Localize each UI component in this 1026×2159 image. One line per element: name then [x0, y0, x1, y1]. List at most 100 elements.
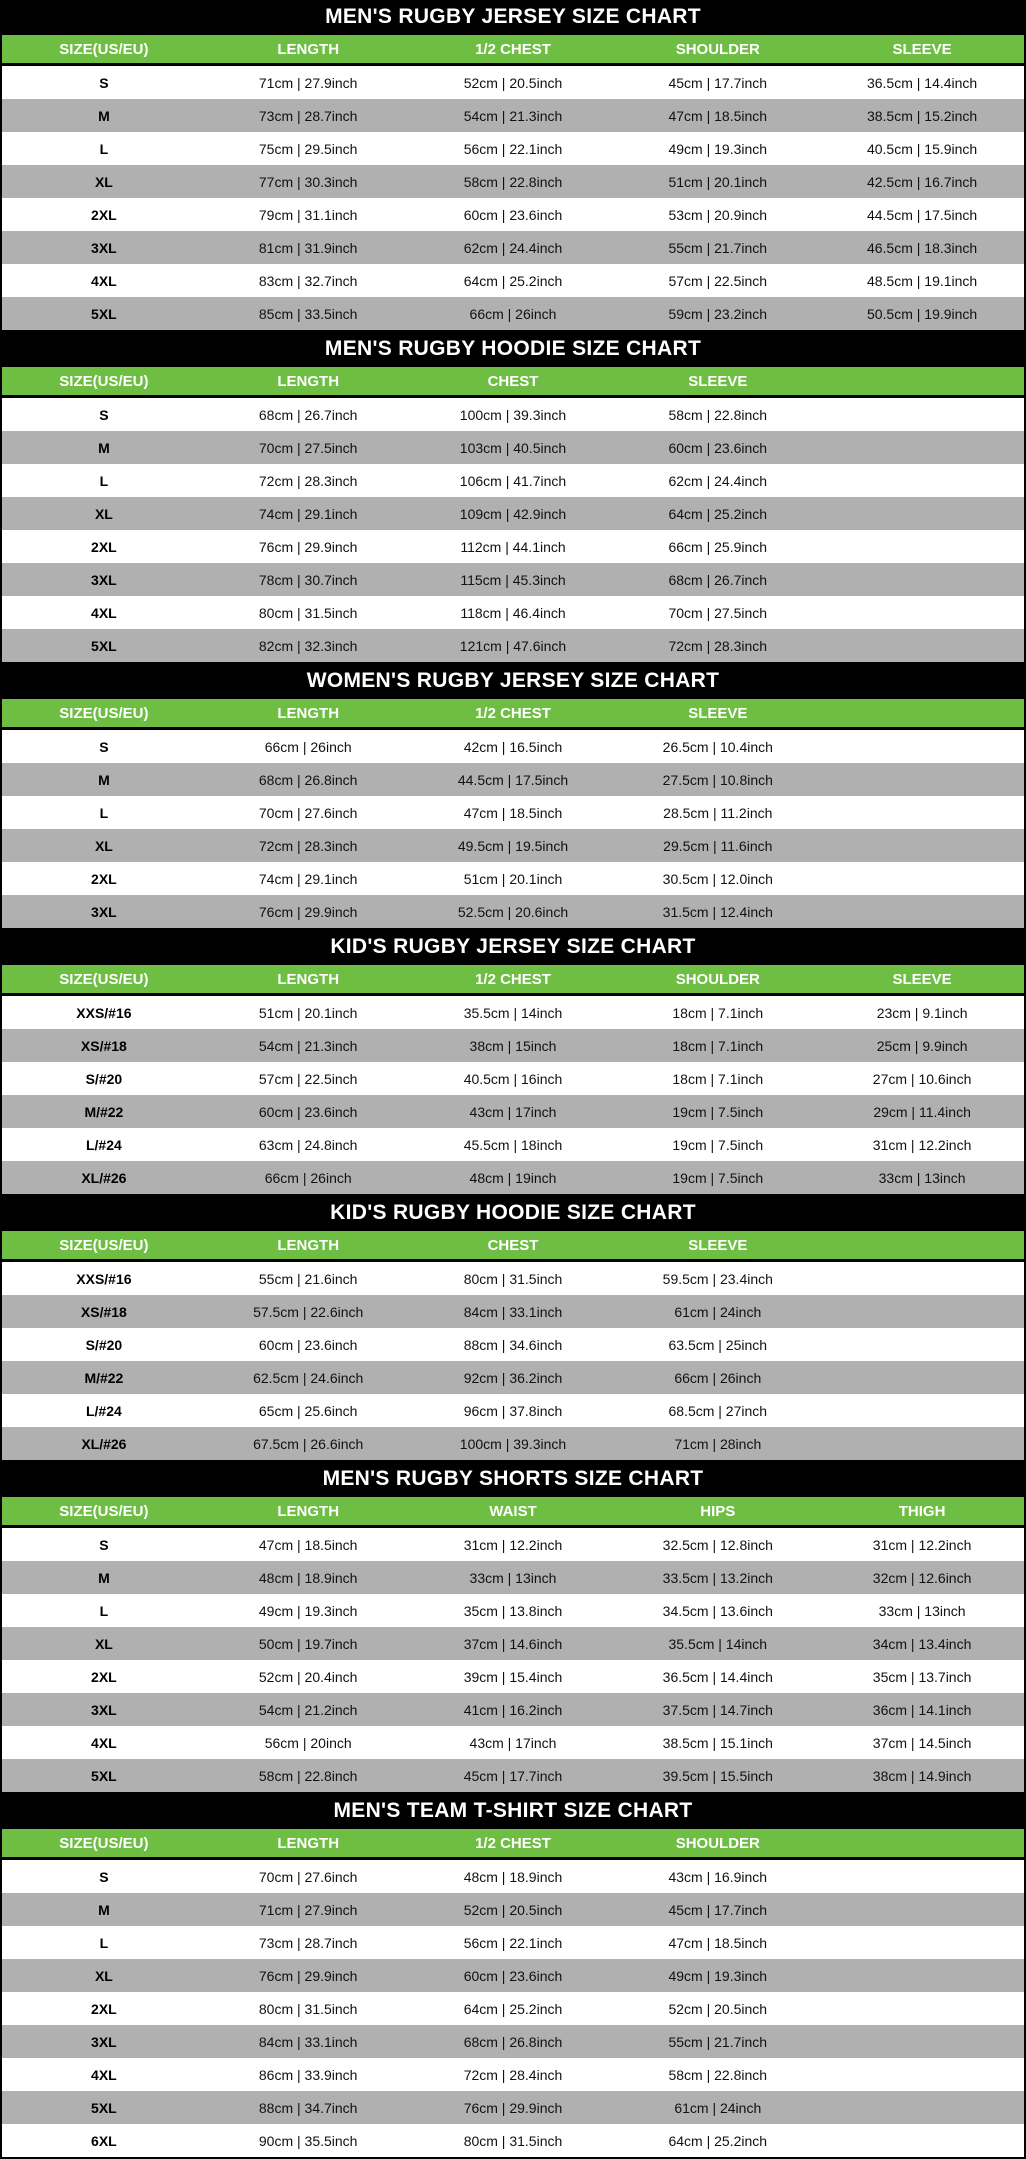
measurement-cell [820, 563, 1025, 596]
measurement-cell: 38.5cm | 15.2inch [820, 99, 1025, 132]
size-cell: XL [1, 165, 206, 198]
size-cell: M [1, 431, 206, 464]
measurement-cell: 38cm | 14.9inch [820, 1759, 1025, 1793]
measurement-cell: 47cm | 18.5inch [205, 1526, 411, 1561]
measurement-cell: 74cm | 29.1inch [205, 497, 411, 530]
column-header: SIZE(US/EU) [1, 365, 206, 398]
measurement-cell: 47cm | 18.5inch [615, 1926, 821, 1959]
table-row: M 68cm | 26.8inch 44.5cm | 17.5inch 27.5cm … [1, 763, 1025, 796]
column-header: LENGTH [205, 697, 411, 730]
measurement-cell: 68cm | 26.7inch [205, 396, 411, 431]
measurement-cell: 19cm | 7.5inch [615, 1161, 821, 1195]
measurement-cell: 29.5cm | 11.6inch [615, 829, 821, 862]
column-header: SLEEVE [820, 963, 1025, 996]
size-chart-table: MEN'S RUGBY HOODIE SIZE CHART SIZE(US/EU)… [0, 332, 1026, 664]
measurement-cell: 76cm | 29.9inch [205, 530, 411, 563]
measurement-cell: 42cm | 16.5inch [410, 728, 616, 763]
measurement-cell: 63cm | 24.8inch [205, 1128, 411, 1161]
measurement-cell [820, 728, 1025, 763]
table-row: M/#22 62.5cm | 24.6inch 92cm | 36.2inch 66c… [1, 1361, 1025, 1394]
size-table: SIZE(US/EU) LENGTH 1/2 CHEST SHOULDER SLEEVE… [0, 963, 1026, 1196]
column-header [820, 1827, 1025, 1860]
measurement-cell: 70cm | 27.5inch [205, 431, 411, 464]
size-cell: 2XL [1, 198, 206, 231]
column-header: LENGTH [205, 1827, 411, 1860]
column-header: SHOULDER [615, 33, 821, 66]
measurement-cell: 18cm | 7.1inch [615, 994, 821, 1029]
table-row: 3XL 76cm | 29.9inch 52.5cm | 20.6inch 31.5c… [1, 895, 1025, 929]
column-header: SHOULDER [615, 1827, 821, 1860]
measurement-cell [820, 2091, 1025, 2124]
table-row: 2XL 74cm | 29.1inch 51cm | 20.1inch 30.5cm … [1, 862, 1025, 895]
table-row: L 75cm | 29.5inch 56cm | 22.1inch 49cm | 19… [1, 132, 1025, 165]
measurement-cell: 71cm | 27.9inch [205, 1893, 411, 1926]
measurement-cell: 60cm | 23.6inch [205, 1095, 411, 1128]
measurement-cell: 61cm | 24inch [615, 2091, 821, 2124]
column-header [820, 697, 1025, 730]
measurement-cell: 52.5cm | 20.6inch [410, 895, 616, 929]
measurement-cell: 86cm | 33.9inch [205, 2058, 411, 2091]
table-row: M 48cm | 18.9inch 33cm | 13inch 33.5cm | 13… [1, 1561, 1025, 1594]
size-cell: XXS/#16 [1, 1260, 206, 1295]
header-row: SIZE(US/EU) LENGTH WAIST HIPS THIGH [1, 1495, 1025, 1528]
table-row: 2XL 79cm | 31.1inch 60cm | 23.6inch 53cm | … [1, 198, 1025, 231]
table-row: L/#24 63cm | 24.8inch 45.5cm | 18inch 19cm … [1, 1128, 1025, 1161]
size-cell: 3XL [1, 2025, 206, 2058]
measurement-cell: 57cm | 22.5inch [615, 264, 821, 297]
measurement-cell [820, 1394, 1025, 1427]
column-header: HIPS [615, 1495, 821, 1528]
measurement-cell: 42.5cm | 16.7inch [820, 165, 1025, 198]
table-title: MEN'S RUGBY SHORTS SIZE CHART [0, 1462, 1026, 1495]
measurement-cell: 48.5cm | 19.1inch [820, 264, 1025, 297]
size-cell: XL [1, 497, 206, 530]
table-title: WOMEN'S RUGBY JERSEY SIZE CHART [0, 664, 1026, 697]
measurement-cell: 66cm | 26inch [410, 297, 616, 331]
measurement-cell: 55cm | 21.7inch [615, 231, 821, 264]
size-table: SIZE(US/EU) LENGTH 1/2 CHEST SHOULDER SLEEVE… [0, 33, 1026, 332]
measurement-cell: 61cm | 24inch [615, 1295, 821, 1328]
measurement-cell: 49cm | 19.3inch [615, 132, 821, 165]
measurement-cell [820, 596, 1025, 629]
measurement-cell: 80cm | 31.5inch [205, 596, 411, 629]
measurement-cell: 38.5cm | 15.1inch [615, 1726, 821, 1759]
measurement-cell: 68cm | 26.8inch [205, 763, 411, 796]
size-table: SIZE(US/EU) LENGTH 1/2 CHEST SHOULDER S 70cm … [0, 1827, 1026, 2159]
size-cell: 6XL [1, 2124, 206, 2158]
measurement-cell: 51cm | 20.1inch [615, 165, 821, 198]
measurement-cell: 49.5cm | 19.5inch [410, 829, 616, 862]
size-cell: S/#20 [1, 1062, 206, 1095]
measurement-cell: 45cm | 17.7inch [410, 1759, 616, 1793]
column-header: LENGTH [205, 963, 411, 996]
measurement-cell: 66cm | 25.9inch [615, 530, 821, 563]
measurement-cell: 36cm | 14.1inch [820, 1693, 1025, 1726]
column-header: SIZE(US/EU) [1, 963, 206, 996]
header-row: SIZE(US/EU) LENGTH CHEST SLEEVE [1, 365, 1025, 398]
table-row: 5XL 85cm | 33.5inch 66cm | 26inch 59cm | 23… [1, 297, 1025, 331]
table-title: KID'S RUGBY HOODIE SIZE CHART [0, 1196, 1026, 1229]
measurement-cell: 31cm | 12.2inch [820, 1128, 1025, 1161]
measurement-cell: 64cm | 25.2inch [615, 2124, 821, 2158]
measurement-cell [820, 2058, 1025, 2091]
measurement-cell: 81cm | 31.9inch [205, 231, 411, 264]
measurement-cell [820, 796, 1025, 829]
size-cell: XL [1, 829, 206, 862]
size-cell: 4XL [1, 2058, 206, 2091]
size-cell: L [1, 1926, 206, 1959]
measurement-cell: 52cm | 20.5inch [410, 1893, 616, 1926]
measurement-cell [820, 1959, 1025, 1992]
measurement-cell: 56cm | 22.1inch [410, 1926, 616, 1959]
size-cell: XL/#26 [1, 1427, 206, 1461]
measurement-cell [820, 1893, 1025, 1926]
measurement-cell: 53cm | 20.9inch [615, 198, 821, 231]
size-table: SIZE(US/EU) LENGTH 1/2 CHEST SLEEVE S 66cm | … [0, 697, 1026, 930]
measurement-cell: 38cm | 15inch [410, 1029, 616, 1062]
column-header: LENGTH [205, 33, 411, 66]
measurement-cell: 100cm | 39.3inch [410, 1427, 616, 1461]
measurement-cell: 39cm | 15.4inch [410, 1660, 616, 1693]
size-cell: XS/#18 [1, 1029, 206, 1062]
column-header: SIZE(US/EU) [1, 697, 206, 730]
column-header [820, 1229, 1025, 1262]
measurement-cell: 31.5cm | 12.4inch [615, 895, 821, 929]
size-cell: L/#24 [1, 1128, 206, 1161]
measurement-cell: 37cm | 14.6inch [410, 1627, 616, 1660]
